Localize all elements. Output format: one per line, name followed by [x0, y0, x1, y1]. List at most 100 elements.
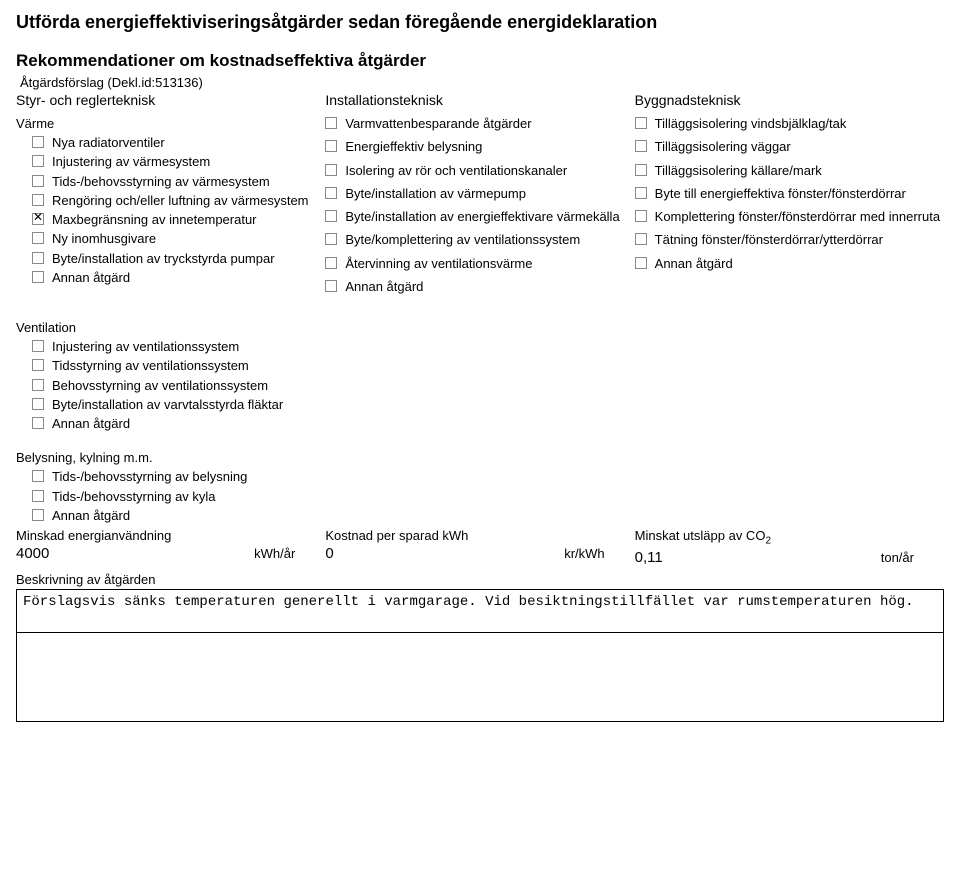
checkbox[interactable] [32, 155, 44, 167]
checkbox-item: Annan åtgärd [635, 256, 944, 272]
checkbox[interactable] [32, 271, 44, 283]
checkbox[interactable] [635, 187, 647, 199]
checkbox-item: Tids-/behovsstyrning av kyla [32, 489, 944, 505]
checkbox-label: Tidsstyrning av ventilationssystem [52, 358, 249, 374]
checkbox-item: Byte/installation av tryckstyrda pumpar [32, 251, 325, 267]
checkbox[interactable] [635, 257, 647, 269]
checkbox-label: Annan åtgärd [52, 416, 130, 432]
metrics-row: Minskad energianvändning 4000 kWh/år Kos… [16, 528, 944, 566]
col-bygg: Byggnadsteknisk Tilläggsisolering vindsb… [635, 92, 944, 302]
col-head-install: Installationsteknisk [325, 92, 634, 108]
col-install: Installationsteknisk Varmvattenbesparand… [325, 92, 634, 302]
checkbox[interactable] [32, 359, 44, 371]
checkbox-label: Byte/installation av varvtalsstyrda fläk… [52, 397, 283, 413]
checkbox-item: Tids-/behovsstyrning av belysning [32, 469, 944, 485]
metric-cost-value: 0 [325, 545, 333, 562]
checkbox-label: Tilläggsisolering källare/mark [655, 163, 822, 179]
checkbox[interactable] [32, 194, 44, 206]
checkbox[interactable] [32, 175, 44, 187]
checkbox[interactable] [325, 164, 337, 176]
checkbox-label: Isolering av rör och ventilationskanaler [345, 163, 567, 179]
metric-cost-unit: kr/kWh [564, 546, 634, 561]
checkbox[interactable] [32, 340, 44, 352]
checkbox[interactable] [635, 140, 647, 152]
checkbox-item: Byte till energieffektiva fönster/fönste… [635, 186, 944, 202]
checkbox-item: Tids-/behovsstyrning av värmesystem [32, 174, 325, 190]
section-title-recommendations: Rekommendationer om kostnadseffektiva åt… [16, 51, 944, 71]
checkbox-item: Varmvattenbesparande åtgärder [325, 116, 634, 132]
metric-co2: Minskat utsläpp av CO2 0,11 ton/år [635, 528, 944, 566]
group-varme: Värme [16, 116, 325, 131]
checkbox[interactable] [32, 379, 44, 391]
checkbox-item: Tidsstyrning av ventilationssystem [32, 358, 944, 374]
checkbox-label: Tätning fönster/fönsterdörrar/ytterdörra… [655, 232, 883, 248]
checkbox-label: Annan åtgärd [655, 256, 733, 272]
checkbox[interactable] [32, 252, 44, 264]
checkbox-label: Byte/installation av energieffektivare v… [345, 209, 619, 225]
checkbox-label: Rengöring och/eller luftning av värmesys… [52, 193, 309, 209]
checkbox-label: Ny inomhusgivare [52, 231, 156, 247]
col-head-styr: Styr- och reglerteknisk [16, 92, 325, 108]
group-bel: Belysning, kylning m.m. [16, 450, 944, 465]
checkbox-label: Tilläggsisolering vindsbjälklag/tak [655, 116, 847, 132]
checkbox-item: Maxbegränsning av innetemperatur [32, 212, 325, 228]
checkbox-label: Annan åtgärd [345, 279, 423, 295]
checkbox[interactable] [32, 490, 44, 502]
checkbox-label: Injustering av ventilationssystem [52, 339, 239, 355]
checkbox-item: Tilläggsisolering väggar [635, 139, 944, 155]
checkbox-label: Annan åtgärd [52, 508, 130, 524]
checkbox[interactable] [635, 210, 647, 222]
checkbox-item: Annan åtgärd [32, 508, 944, 524]
checkbox[interactable] [32, 136, 44, 148]
checkbox-item: Behovsstyrning av ventilationssystem [32, 378, 944, 394]
checkbox[interactable] [32, 470, 44, 482]
checkbox[interactable] [635, 233, 647, 245]
checkbox-label: Annan åtgärd [52, 270, 130, 286]
checkbox[interactable] [32, 417, 44, 429]
checkbox-label: Byte till energieffektiva fönster/fönste… [655, 186, 906, 202]
checkbox-item: Nya radiatorventiler [32, 135, 325, 151]
checkbox[interactable] [32, 398, 44, 410]
checkbox-label: Maxbegränsning av innetemperatur [52, 212, 257, 228]
metric-co2-value: 0,11 [635, 549, 663, 566]
checkbox-label: Tids-/behovsstyrning av belysning [52, 469, 247, 485]
checkbox-item: Återvinning av ventilationsvärme [325, 256, 634, 272]
checkbox-item: Injustering av ventilationssystem [32, 339, 944, 355]
checkbox-item: Injustering av värmesystem [32, 154, 325, 170]
section-ventilation: Ventilation Injustering av ventilationss… [16, 320, 944, 432]
checkbox[interactable] [635, 117, 647, 129]
checkbox[interactable] [32, 213, 44, 225]
checkbox-item: Tätning fönster/fönsterdörrar/ytterdörra… [635, 232, 944, 248]
metric-cost: Kostnad per sparad kWh 0 kr/kWh [325, 528, 634, 566]
checkbox-item: Byte/installation av varvtalsstyrda fläk… [32, 397, 944, 413]
description-label: Beskrivning av åtgärden [16, 572, 944, 587]
checkbox-label: Varmvattenbesparande åtgärder [345, 116, 531, 132]
checkbox[interactable] [325, 210, 337, 222]
measures-columns: Styr- och reglerteknisk Värme Nya radiat… [16, 92, 944, 302]
metric-co2-label: Minskat utsläpp av CO2 [635, 528, 944, 547]
checkbox-label: Nya radiatorventiler [52, 135, 165, 151]
checkbox[interactable] [32, 509, 44, 521]
metric-energy-value: 4000 [16, 545, 49, 562]
checkbox[interactable] [325, 233, 337, 245]
checkbox[interactable] [325, 117, 337, 129]
col-head-bygg: Byggnadsteknisk [635, 92, 944, 108]
checkbox-item: Energieffektiv belysning [325, 139, 634, 155]
metric-energy-label: Minskad energianvändning [16, 528, 325, 543]
metric-energy-unit: kWh/år [254, 546, 325, 561]
checkbox-label: Tids-/behovsstyrning av kyla [52, 489, 216, 505]
checkbox[interactable] [325, 257, 337, 269]
metric-energy: Minskad energianvändning 4000 kWh/år [16, 528, 325, 566]
checkbox-item: Byte/komplettering av ventilationssystem [325, 232, 634, 248]
checkbox-item: Tilläggsisolering vindsbjälklag/tak [635, 116, 944, 132]
checkbox[interactable] [32, 232, 44, 244]
checkbox[interactable] [325, 187, 337, 199]
col-styr: Styr- och reglerteknisk Värme Nya radiat… [16, 92, 325, 302]
checkbox[interactable] [635, 164, 647, 176]
checkbox-item: Annan åtgärd [32, 270, 325, 286]
checkbox-label: Byte/installation av värmepump [345, 186, 526, 202]
checkbox[interactable] [325, 140, 337, 152]
description-extra-box [16, 633, 944, 722]
checkbox[interactable] [325, 280, 337, 292]
checkbox-label: Komplettering fönster/fönsterdörrar med … [655, 209, 940, 225]
